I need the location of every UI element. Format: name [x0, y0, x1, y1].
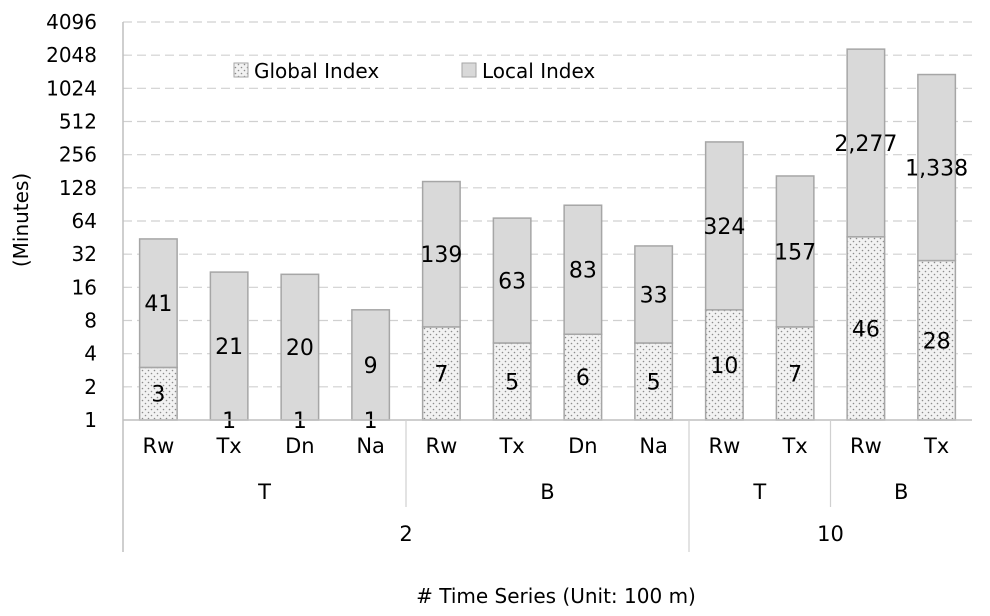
y-tick-label: 256 [59, 143, 97, 167]
data-label-global: 3 [151, 383, 165, 408]
y-tick-label: 1024 [46, 76, 97, 100]
x-group-label: T [752, 480, 766, 504]
x-category-label: Rw [708, 434, 740, 458]
x-category-label: Tx [498, 434, 524, 458]
y-tick-label: 32 [72, 242, 97, 266]
data-label-global: 1 [293, 409, 307, 434]
x-category-label: Na [356, 434, 385, 458]
data-label-local: 324 [703, 215, 745, 240]
bar-local-index [563, 204, 603, 336]
y-tick-label: 4 [84, 342, 97, 366]
data-label-local: 9 [364, 354, 378, 379]
data-label-local: 41 [144, 292, 172, 317]
legend: Global Index Local Index [233, 59, 595, 83]
data-label-global: 7 [788, 362, 802, 387]
x-group-label: T [257, 480, 271, 504]
y-tick-label: 1 [84, 408, 97, 432]
y-axis-ticks: 1 2 4 8 16 32 64 128 256 512 1024 2048 4096 [46, 10, 97, 432]
legend-swatch-global [233, 62, 249, 78]
bar-local-index [492, 217, 532, 344]
y-tick-label: 2 [84, 375, 97, 399]
x-category-label: Dn [568, 434, 597, 458]
data-label-global: 46 [852, 317, 880, 342]
y-tick-label: 8 [84, 309, 97, 333]
y-axis-title: (Minutes) [9, 173, 33, 267]
data-label-local: 139 [420, 243, 462, 268]
x-axis-title: # Time Series (Unit: 100 m) [416, 584, 696, 608]
data-label-global: 10 [710, 354, 738, 379]
data-label-local: 1,338 [905, 157, 968, 182]
x-category-label: Na [639, 434, 668, 458]
data-label-local: 83 [569, 259, 597, 284]
x-category-label: Rw [142, 434, 174, 458]
data-label-global: 5 [647, 370, 661, 395]
x-category-label: Tx [781, 434, 807, 458]
bar-global-index [846, 236, 886, 421]
bar-global-index [775, 326, 815, 421]
bars: 3 41 1 21 1 20 1 9 7 139 5 63 6 83 5 33 10 324 7 157 46 2,277… [138, 48, 968, 434]
bar-local-index [138, 238, 178, 369]
bar-global-index [634, 342, 674, 421]
y-tick-label: 512 [59, 110, 97, 134]
x-group-label: B [540, 480, 554, 504]
bar-local-index [634, 245, 674, 344]
y-tick-label: 16 [72, 275, 97, 299]
x-category-label: Tx [215, 434, 241, 458]
x-supergroup-label: 2 [399, 522, 412, 546]
bar-global-index [563, 333, 603, 421]
legend-swatch-local [461, 62, 477, 78]
x-category-label: Rw [850, 434, 882, 458]
data-label-local: 157 [774, 240, 816, 265]
bar-local-index [917, 73, 957, 262]
data-label-global: 5 [505, 370, 519, 395]
legend-label-local: Local Index [482, 59, 595, 83]
data-label-global: 6 [576, 366, 590, 391]
data-label-global: 1 [364, 409, 378, 434]
data-label-global: 7 [434, 362, 448, 387]
data-label-local: 20 [286, 336, 314, 361]
x-supergroup-label: 10 [817, 522, 844, 546]
y-tick-label: 128 [59, 176, 97, 200]
x-axis-categories: Rw Tx Dn Na Rw Tx Dn Na Rw Tx Rw Tx T B T B 2 10 [142, 420, 949, 552]
bar-local-index [846, 48, 886, 238]
data-label-local: 33 [640, 283, 668, 308]
data-label-global: 1 [222, 409, 236, 434]
bar-local-index [421, 180, 461, 328]
gridlines [123, 21, 972, 388]
data-label-global: 28 [923, 329, 951, 354]
x-group-label: B [894, 480, 908, 504]
y-tick-label: 4096 [46, 10, 97, 34]
x-category-label: Tx [923, 434, 949, 458]
data-label-local: 63 [498, 270, 526, 295]
bar-local-index [280, 273, 320, 421]
legend-label-global: Global Index [254, 59, 379, 83]
x-category-label: Dn [285, 434, 314, 458]
x-category-label: Rw [425, 434, 457, 458]
y-tick-label: 64 [72, 209, 97, 233]
bar-local-index [704, 141, 744, 311]
data-label-local: 21 [215, 335, 243, 360]
bar-global-index [138, 366, 178, 421]
bar-local-index [775, 175, 815, 328]
data-label-local: 2,277 [834, 132, 897, 157]
y-tick-label: 2048 [46, 43, 97, 67]
